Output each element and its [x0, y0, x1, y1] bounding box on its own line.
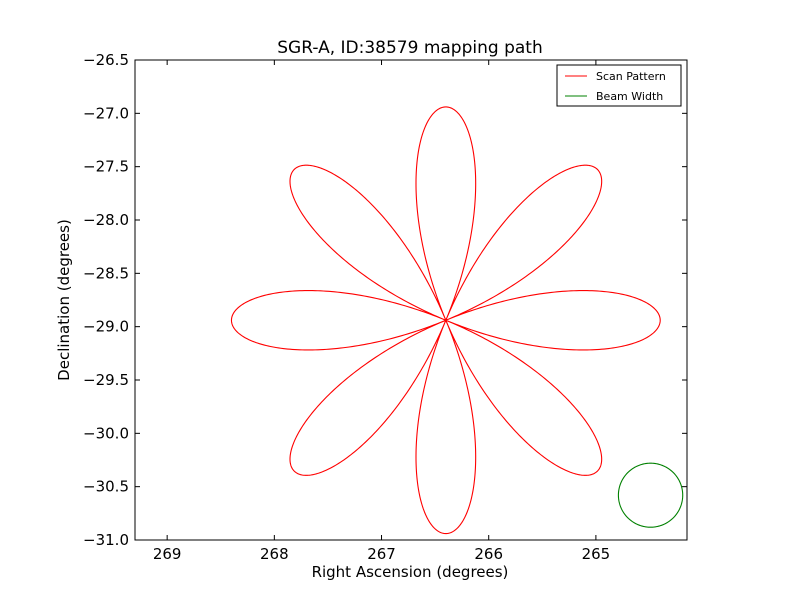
legend-scan-pattern-label: Scan Pattern: [596, 70, 666, 83]
x-axis-label: Right Ascension (degrees): [312, 563, 509, 581]
beam-width-circle: [617, 462, 684, 528]
y-tick-label: −30.0: [83, 424, 129, 442]
y-axis-label: Declination (degrees): [55, 219, 73, 381]
y-tick-label: −26.5: [83, 51, 129, 69]
legend-box: [556, 64, 682, 107]
x-axis-ticks: 269 268 267 266 265: [153, 60, 610, 563]
x-tick-label: 268: [260, 545, 289, 563]
x-tick-label: 267: [367, 545, 396, 563]
y-tick-label: −31.0: [83, 531, 129, 549]
y-tick-label: −29.0: [83, 318, 129, 336]
y-axis-ticks: −26.5 −27.0 −27.5 −28.0 −28.5 −29.0 −29.5 −30.0…: [83, 51, 687, 549]
y-tick-label: −28.5: [83, 264, 129, 282]
data-layer: [230, 106, 684, 535]
x-tick-label: 265: [582, 545, 611, 563]
y-tick-label: −28.0: [83, 211, 129, 229]
y-tick-label: −27.5: [83, 158, 129, 176]
y-tick-label: −29.5: [83, 371, 129, 389]
chart-title: SGR-A, ID:38579 mapping path: [277, 38, 543, 58]
legend: Scan Pattern Beam Width: [556, 64, 682, 107]
y-tick-label: −30.5: [83, 478, 129, 496]
legend-beam-width-label: Beam Width: [596, 90, 663, 103]
plot-area-frame: [134, 59, 688, 541]
y-tick-label: −27.0: [83, 104, 129, 122]
scan-pattern-line: [230, 106, 661, 535]
x-tick-label: 266: [474, 545, 503, 563]
x-tick-label: 269: [153, 545, 182, 563]
